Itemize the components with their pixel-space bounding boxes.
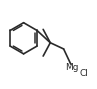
Text: Cl: Cl [80,69,89,78]
Text: Mg: Mg [65,63,78,72]
